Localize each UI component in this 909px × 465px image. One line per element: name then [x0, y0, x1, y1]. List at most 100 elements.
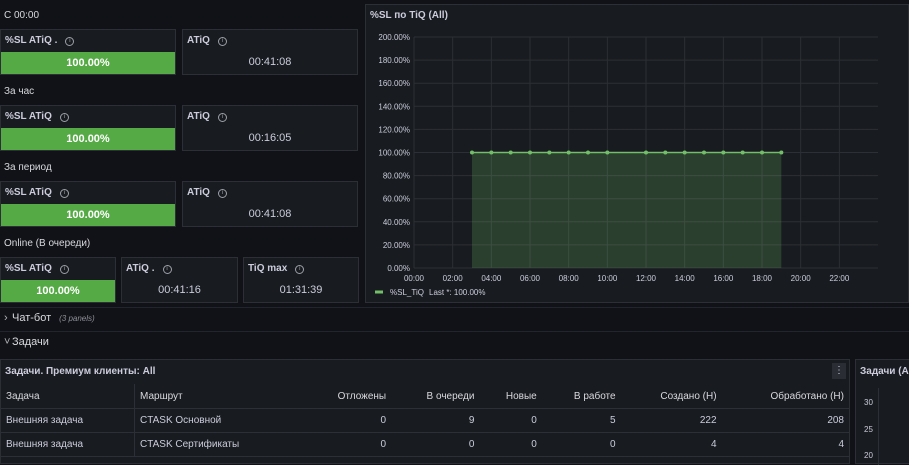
data-point — [760, 150, 764, 155]
table-cell: 4 — [620, 432, 722, 457]
column-header[interactable]: Отложены — [301, 384, 392, 409]
info-icon[interactable]: i — [65, 37, 75, 46]
sl-gauge-bar: 100.00% — [1, 204, 175, 226]
panel-title: ATiQ i — [187, 35, 227, 46]
stat-value: 00:41:08 — [248, 56, 292, 68]
table-cell: 208 — [721, 408, 849, 433]
table-cell: 0 — [301, 408, 392, 433]
info-icon[interactable]: i — [59, 265, 69, 274]
section-title-period: За период — [4, 162, 52, 173]
column-header[interactable]: Обработано (H) — [721, 384, 849, 409]
data-point — [663, 150, 668, 155]
y-tick-label: 140.00% — [378, 102, 410, 111]
info-icon[interactable]: i — [162, 265, 172, 274]
panel-title: %SL ATiQ .i — [5, 35, 75, 46]
info-icon[interactable]: i — [59, 113, 69, 122]
chevron-down-icon: ˅ — [4, 336, 11, 348]
data-point — [644, 150, 648, 155]
sl-gauge-bar: 100.00% — [1, 128, 175, 150]
y-tick-label: 80.00% — [383, 172, 410, 181]
stat-panel-sl-hour[interactable]: %SL ATiQ i 100.00% — [0, 105, 176, 151]
info-icon[interactable]: i — [217, 37, 227, 46]
info-icon[interactable]: i — [295, 265, 305, 274]
stat-value: 00:16:05 — [248, 132, 292, 144]
stat-panel-sl-period[interactable]: %SL ATiQ i 100.00% — [0, 181, 176, 227]
column-header[interactable]: Создано (H) — [620, 384, 722, 409]
panel-title: %SL ATiQ i — [5, 187, 69, 198]
sl-gauge-bar: 100.00% — [1, 52, 175, 74]
x-tick-label: 10:00 — [597, 274, 618, 283]
table-title: Задачи. Премиум клиенты: All — [5, 366, 156, 377]
side-tick-0: 30 — [864, 398, 873, 407]
stat-value: 00:41:16 — [158, 284, 201, 296]
stat-panel-atiq-online[interactable]: ATiQ .i 00:41:16 — [121, 257, 238, 303]
side-panel-title: Задачи (А — [860, 366, 909, 377]
data-point — [779, 150, 784, 155]
stat-panel-sl-today[interactable]: %SL ATiQ .i 100.00% — [0, 29, 176, 75]
panel-title: ATiQ .i — [126, 263, 172, 274]
y-tick-label: 180.00% — [378, 56, 410, 65]
table-cell: 222 — [620, 408, 722, 433]
sl-gauge-bar: 100.00% — [1, 280, 115, 302]
y-tick-label: 60.00% — [383, 195, 410, 204]
chart-panel-sl-tiq[interactable]: %SL по TiQ (All) 0.00% 20.00% 40.00% 60.00%… — [365, 4, 909, 303]
tasks-table: Задача Маршрут Отложены В очереди Новые В раб… — [1, 384, 849, 457]
data-point — [547, 150, 552, 155]
y-tick-label: 40.00% — [383, 218, 410, 227]
y-tick-label: 120.00% — [378, 125, 410, 134]
series-area — [472, 152, 782, 268]
table-panel-premium[interactable]: Задачи. Премиум клиенты: All ⋮ Задача Мар… — [0, 359, 850, 464]
info-icon[interactable]: i — [217, 189, 227, 198]
table-row: Внешняя задача CTASK Сертификаты 0 0 0 0 4 4 — [1, 432, 849, 457]
x-tick-label: 16:00 — [713, 274, 734, 283]
table-cell: Внешняя задача — [1, 432, 135, 457]
data-point — [470, 150, 474, 155]
row-title: Задачи — [12, 336, 49, 348]
stat-panel-tiq-max[interactable]: TiQ max i 01:31:39 — [243, 257, 359, 303]
table-cell: CTASK Основной — [134, 408, 302, 433]
x-tick-label: 04:00 — [481, 274, 502, 283]
y-tick-label: 200.00% — [378, 33, 410, 42]
section-title-today: С 00:00 — [4, 10, 40, 21]
x-tick-label: 20:00 — [791, 274, 812, 283]
x-tick-label: 18:00 — [752, 274, 773, 283]
side-chart-panel[interactable]: Задачи (А 30 25 20 — [855, 359, 909, 465]
stat-panel-atiq-hour[interactable]: ATiQ i 00:16:05 — [182, 105, 358, 151]
data-point — [682, 150, 687, 155]
stat-panel-atiq-period[interactable]: ATiQ i 00:41:08 — [182, 181, 358, 227]
legend-label: %SL_TiQ — [390, 288, 424, 297]
legend-value: Last *: 100.00% — [429, 288, 485, 297]
x-tick-label: 12:00 — [636, 274, 657, 283]
panel-menu-icon[interactable]: ⋮ — [832, 363, 846, 379]
x-tick-label: 08:00 — [559, 274, 580, 283]
stat-panel-atiq-today[interactable]: ATiQ i 00:41:08 — [182, 29, 358, 75]
table-header-row: Задача Маршрут Отложены В очереди Новые В раб… — [1, 384, 849, 409]
column-header[interactable]: Маршрут — [134, 384, 302, 409]
info-icon[interactable]: i — [217, 113, 227, 122]
row-chatbot[interactable]: › Чат-бот (3 panels) — [0, 307, 909, 328]
sl-tiq-chart: 0.00% 20.00% 40.00% 60.00% 80.00% 100.00% 120.… — [375, 33, 878, 297]
table-cell: 0 — [541, 432, 621, 457]
panel-title: %SL ATiQ i — [5, 263, 69, 274]
table-cell: 0 — [479, 432, 542, 457]
data-point — [528, 150, 532, 155]
data-point — [605, 150, 610, 155]
panel-title: ATiQ i — [187, 111, 227, 122]
stat-value: 00:41:08 — [248, 208, 292, 220]
column-header[interactable]: В очереди — [391, 384, 480, 409]
table-cell: 5 — [541, 408, 621, 433]
section-title-hour: За час — [4, 86, 35, 97]
column-header[interactable]: Задача — [1, 384, 135, 409]
x-tick-label: 06:00 — [520, 274, 541, 283]
column-header[interactable]: Новые — [479, 384, 542, 409]
y-tick-label: 100.00% — [378, 149, 410, 158]
table-cell: 0 — [479, 408, 542, 433]
stat-panel-sl-online[interactable]: %SL ATiQ i 100.00% — [0, 257, 116, 303]
stat-value: 01:31:39 — [279, 284, 323, 296]
column-header[interactable]: В работе — [541, 384, 621, 409]
table-row: Внешняя задача CTASK Основной 0 9 0 5 222 208 — [1, 408, 849, 433]
row-tasks[interactable]: ˅ Задачи — [0, 331, 909, 352]
data-point — [489, 150, 494, 155]
table-cell: 0 — [301, 432, 392, 457]
info-icon[interactable]: i — [59, 189, 69, 198]
